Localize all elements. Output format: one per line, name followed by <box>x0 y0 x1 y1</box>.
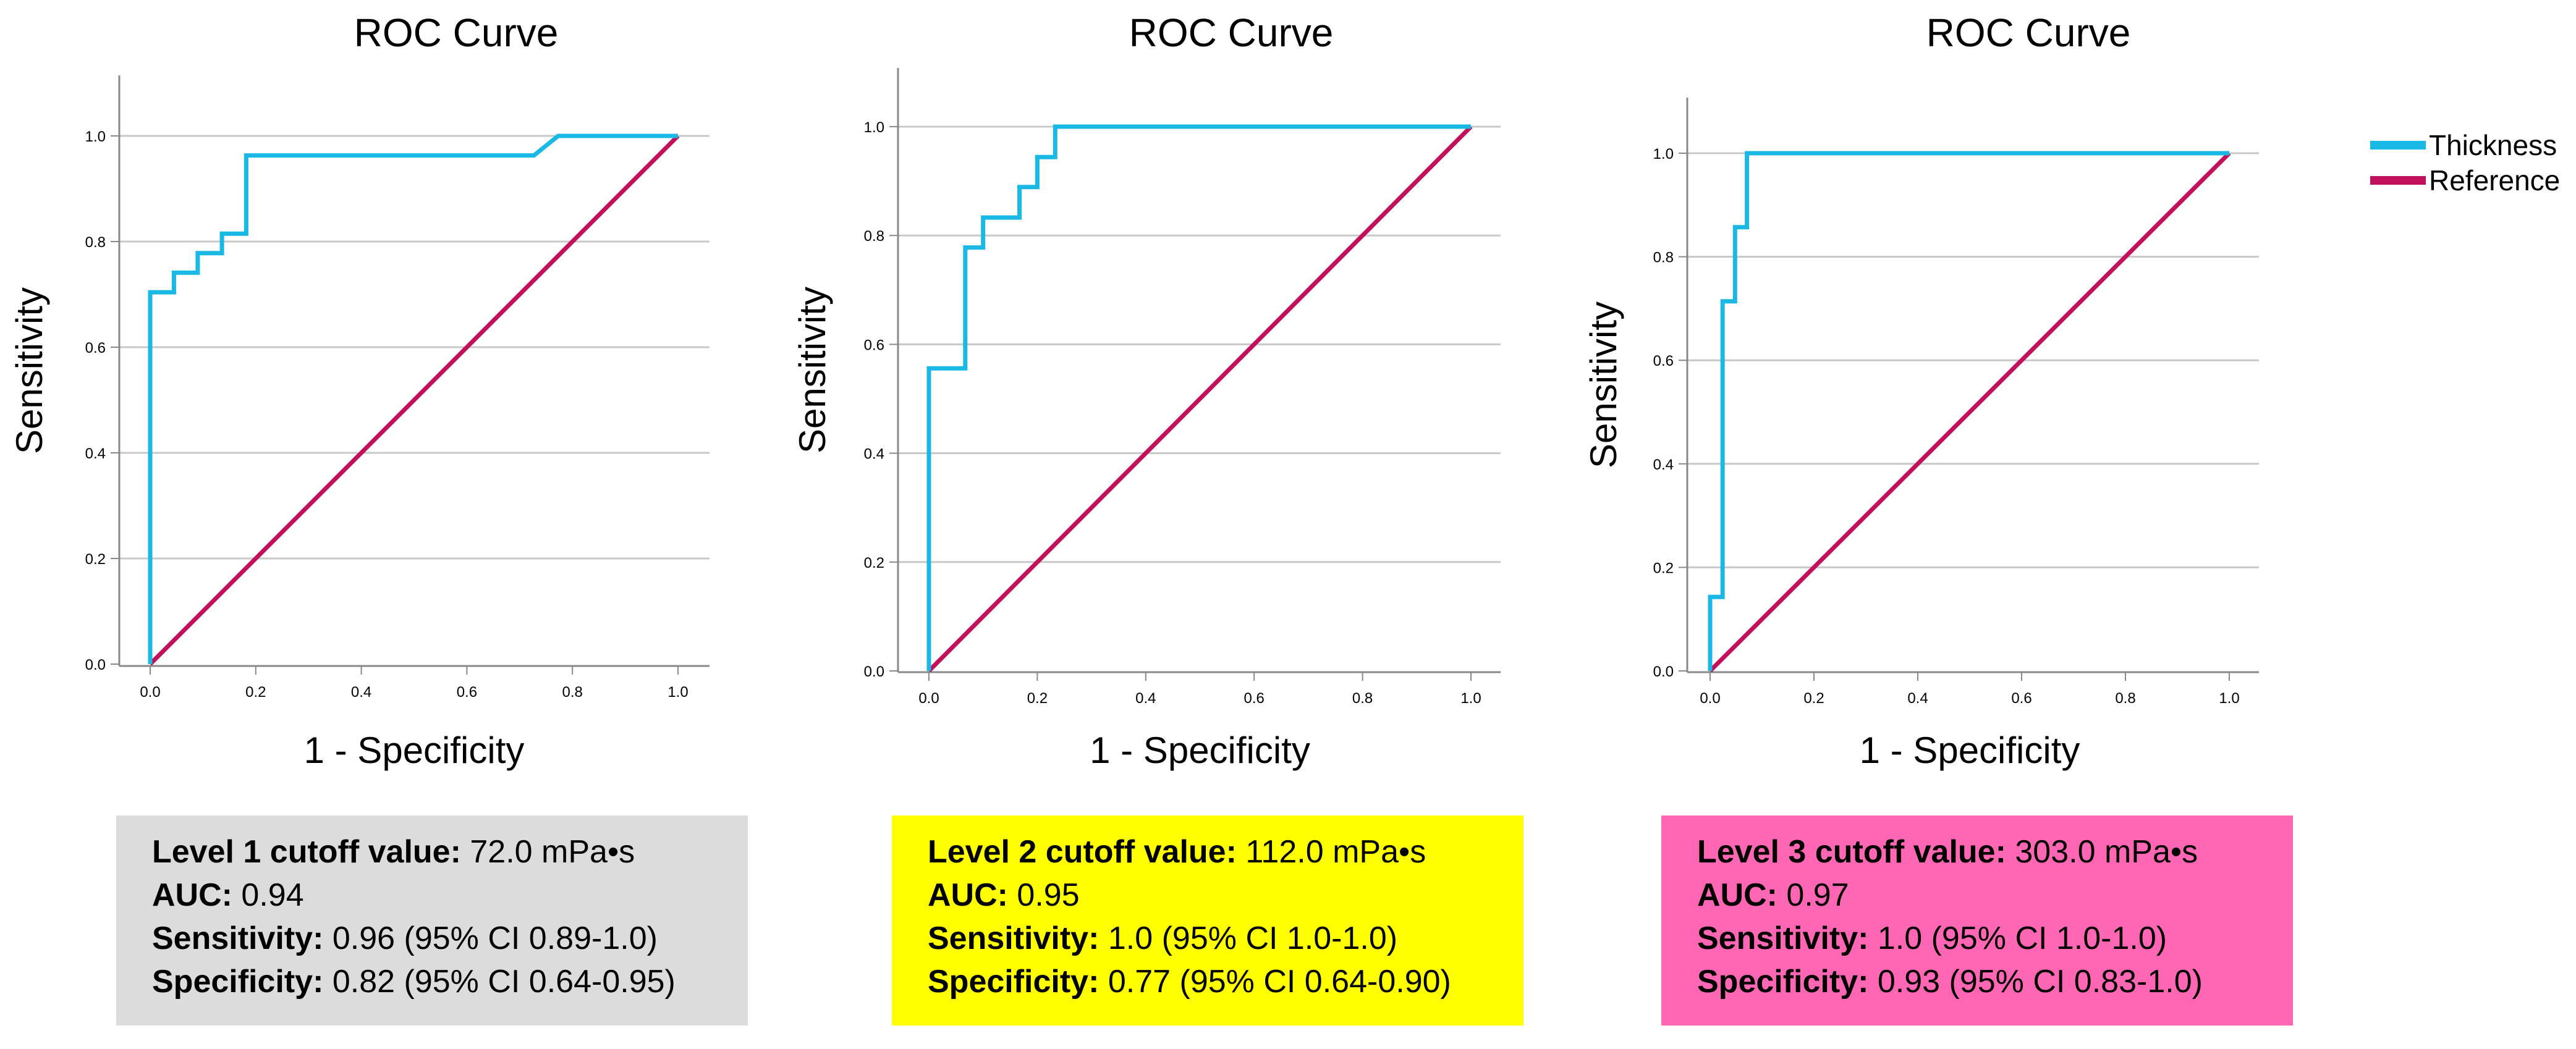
series-line-thickness <box>926 124 1471 671</box>
info-row: Sensitivity: 1.0 (95% CI 1.0-1.0) <box>928 917 1488 960</box>
info-label: AUC: <box>152 877 232 913</box>
y-tick-label: 0.8 <box>1653 250 1674 266</box>
info-row: Level 3 cutoff value: 303.0 mPa•s <box>1697 830 2257 874</box>
y-tick-label: 0.4 <box>85 445 106 462</box>
y-tick-label: 0.0 <box>864 664 884 680</box>
x-tick-label: 0.4 <box>1135 690 1156 707</box>
series-line-reference <box>1708 151 2231 673</box>
roc-panel-3: ROC Curve Sensitivity 1 - Specificity 0.0 0.… <box>1583 11 2259 771</box>
y-tick-label: 0.0 <box>85 657 106 673</box>
info-value: 0.82 (95% CI 0.64-0.95) <box>323 964 676 1000</box>
y-tick-label: 1.0 <box>1653 146 1674 162</box>
y-tick-label: 0.8 <box>864 228 884 245</box>
info-label: Level 2 cutoff value: <box>928 834 1237 870</box>
x-tick-label: 0.8 <box>2115 690 2135 707</box>
info-value: 303.0 mPa•s <box>2006 834 2198 870</box>
info-row: Level 1 cutoff value: 72.0 mPa•s <box>152 830 712 874</box>
info-label: AUC: <box>1697 877 1777 913</box>
x-tick-label: 0.6 <box>1244 690 1265 707</box>
info-value: 1.0 (95% CI 1.0-1.0) <box>1868 921 2167 956</box>
info-row: AUC: 0.94 <box>152 874 712 917</box>
info-row: Level 2 cutoff value: 112.0 mPa•s <box>928 830 1488 874</box>
info-value: 72.0 mPa•s <box>460 834 635 870</box>
info-label: Sensitivity: <box>152 921 324 956</box>
info-value: 1.0 (95% CI 1.0-1.0) <box>1099 921 1398 956</box>
info-label: Specificity: <box>928 964 1099 1000</box>
info-value: 0.95 <box>1007 877 1080 913</box>
x-tick-label: 0.2 <box>245 684 266 701</box>
series-line-reference <box>148 134 680 666</box>
y-tick-label: 0.6 <box>864 337 884 353</box>
series-line-thickness <box>148 133 678 664</box>
chart-title: ROC Curve <box>1129 11 1334 55</box>
chart-title: ROC Curve <box>354 11 559 55</box>
x-tick-label: 0.2 <box>1803 690 1824 707</box>
y-tick-label: 0.2 <box>864 555 884 571</box>
info-value: 0.94 <box>232 877 304 913</box>
y-axis-label: Sensitivity <box>9 287 50 454</box>
info-label: Level 1 cutoff value: <box>152 834 461 870</box>
info-row: Specificity: 0.77 (95% CI 0.64-0.90) <box>928 960 1488 1003</box>
series-line-thickness <box>1708 151 2229 671</box>
y-tick-label: 1.0 <box>85 128 106 145</box>
roc-panel-1: ROC Curve Sensitivity 1 - Specificity 0.0 0.… <box>9 11 710 771</box>
info-label: Specificity: <box>152 964 324 1000</box>
info-label: Level 3 cutoff value: <box>1697 834 2006 870</box>
x-axis-label: 1 - Specificity <box>304 730 525 771</box>
y-tick-label: 0.0 <box>1653 664 1674 680</box>
y-tick-label: 0.4 <box>1653 457 1674 473</box>
info-box-level-2: Level 2 cutoff value: 112.0 mPa•s AUC: 0.… <box>892 815 1523 1026</box>
series-line-reference <box>927 125 1473 673</box>
chart-title: ROC Curve <box>1926 11 2131 55</box>
y-tick-label: 0.2 <box>85 551 106 568</box>
x-tick-label: 0.4 <box>351 684 371 701</box>
info-value: 0.77 (95% CI 0.64-0.90) <box>1099 964 1451 1000</box>
y-tick-label: 0.4 <box>864 446 884 463</box>
info-value: 0.96 (95% CI 0.89-1.0) <box>323 921 658 956</box>
info-row: AUC: 0.97 <box>1697 874 2257 917</box>
x-axis-label: 1 - Specificity <box>1860 730 2080 771</box>
y-axis-label: Sensitivity <box>792 287 833 453</box>
x-tick-label: 0.0 <box>140 684 160 701</box>
y-axis-label: Sensitivity <box>1583 301 1624 468</box>
legend-label: Thickness <box>2429 129 2557 161</box>
y-tick-label: 0.6 <box>85 340 106 356</box>
x-tick-label: 0.0 <box>918 690 939 707</box>
x-tick-label: 0.0 <box>1700 690 1720 707</box>
x-tick-label: 0.2 <box>1027 690 1048 707</box>
info-row: Sensitivity: 0.96 (95% CI 0.89-1.0) <box>152 917 712 960</box>
x-tick-label: 1.0 <box>667 684 688 701</box>
info-value: 0.93 (95% CI 0.83-1.0) <box>1868 964 2203 1000</box>
x-tick-label: 0.6 <box>457 684 477 701</box>
info-label: Specificity: <box>1697 964 1869 1000</box>
y-tick-label: 0.6 <box>1653 353 1674 369</box>
info-row: Specificity: 0.82 (95% CI 0.64-0.95) <box>152 960 712 1003</box>
x-tick-label: 0.4 <box>1907 690 1928 707</box>
x-tick-label: 0.8 <box>1352 690 1373 707</box>
legend-label: Reference <box>2429 164 2560 196</box>
y-tick-label: 1.0 <box>864 119 884 136</box>
x-tick-label: 1.0 <box>1460 690 1481 707</box>
x-tick-label: 1.0 <box>2219 690 2239 707</box>
info-box-level-1: Level 1 cutoff value: 72.0 mPa•s AUC: 0.9… <box>116 815 748 1026</box>
info-row: Specificity: 0.93 (95% CI 0.83-1.0) <box>1697 960 2257 1003</box>
y-tick-label: 0.2 <box>1653 560 1674 576</box>
info-label: AUC: <box>928 877 1008 913</box>
roc-panel-2: ROC Curve Sensitivity 1 - Specificity 0.0 0.… <box>792 11 1501 771</box>
x-tick-label: 0.6 <box>2011 690 2032 707</box>
info-box-level-3: Level 3 cutoff value: 303.0 mPa•s AUC: 0.… <box>1661 815 2293 1026</box>
info-row: AUC: 0.95 <box>928 874 1488 917</box>
info-label: Sensitivity: <box>928 921 1099 956</box>
x-axis-label: 1 - Specificity <box>1090 730 1310 771</box>
info-value: 112.0 mPa•s <box>1236 834 1426 870</box>
x-tick-label: 0.8 <box>562 684 583 701</box>
y-tick-label: 0.8 <box>85 234 106 251</box>
info-row: Sensitivity: 1.0 (95% CI 1.0-1.0) <box>1697 917 2257 960</box>
info-value: 0.97 <box>1777 877 1849 913</box>
info-label: Sensitivity: <box>1697 921 1869 956</box>
